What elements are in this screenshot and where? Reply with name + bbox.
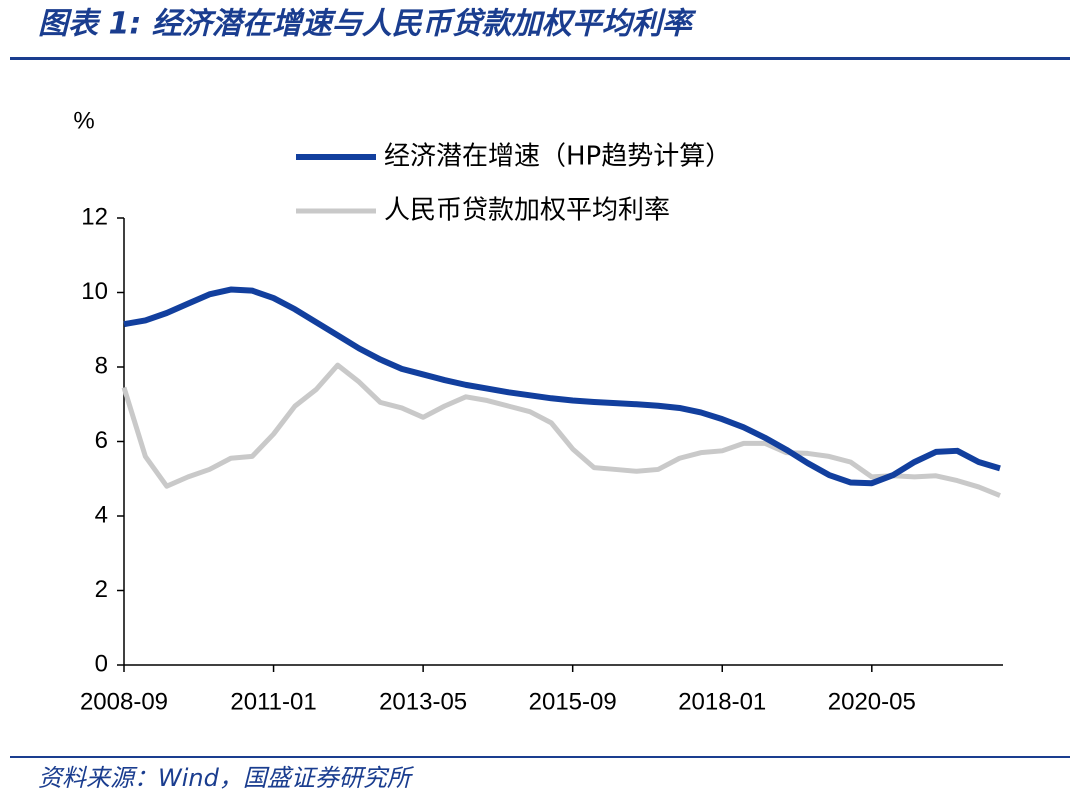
x-tick-label: 2011-01 (230, 688, 316, 715)
y-unit: % (73, 107, 94, 134)
footer-rule (10, 756, 1070, 758)
y-tick-label: 0 (95, 650, 108, 677)
y-tick-label: 2 (95, 576, 108, 603)
series-line (123, 286, 1001, 487)
x-tick-label: 2008-09 (80, 688, 168, 715)
y-tick-label: 6 (95, 427, 108, 454)
y-tick-label: 12 (81, 203, 108, 230)
series-line (121, 362, 1001, 498)
y-tick-label: 8 (95, 352, 108, 379)
title-rule (10, 57, 1070, 60)
y-tick-label: 10 (81, 278, 108, 305)
chart-title: 图表 1: 经济潜在增速与人民币贷款加权平均利率 (38, 7, 697, 42)
legend-label: 经济潜在增速（HP趋势计算） (384, 142, 731, 172)
x-tick-label: 2015-09 (529, 688, 617, 715)
x-tick-label: 2018-01 (678, 688, 766, 715)
source-note: 资料来源：Wind，国盛证券研究所 (38, 764, 415, 792)
x-tick-label: 2020-05 (828, 688, 916, 715)
x-tick-label: 2013-05 (379, 688, 467, 715)
legend-label: 人民币贷款加权平均利率 (384, 196, 670, 226)
y-tick-label: 4 (95, 501, 108, 528)
